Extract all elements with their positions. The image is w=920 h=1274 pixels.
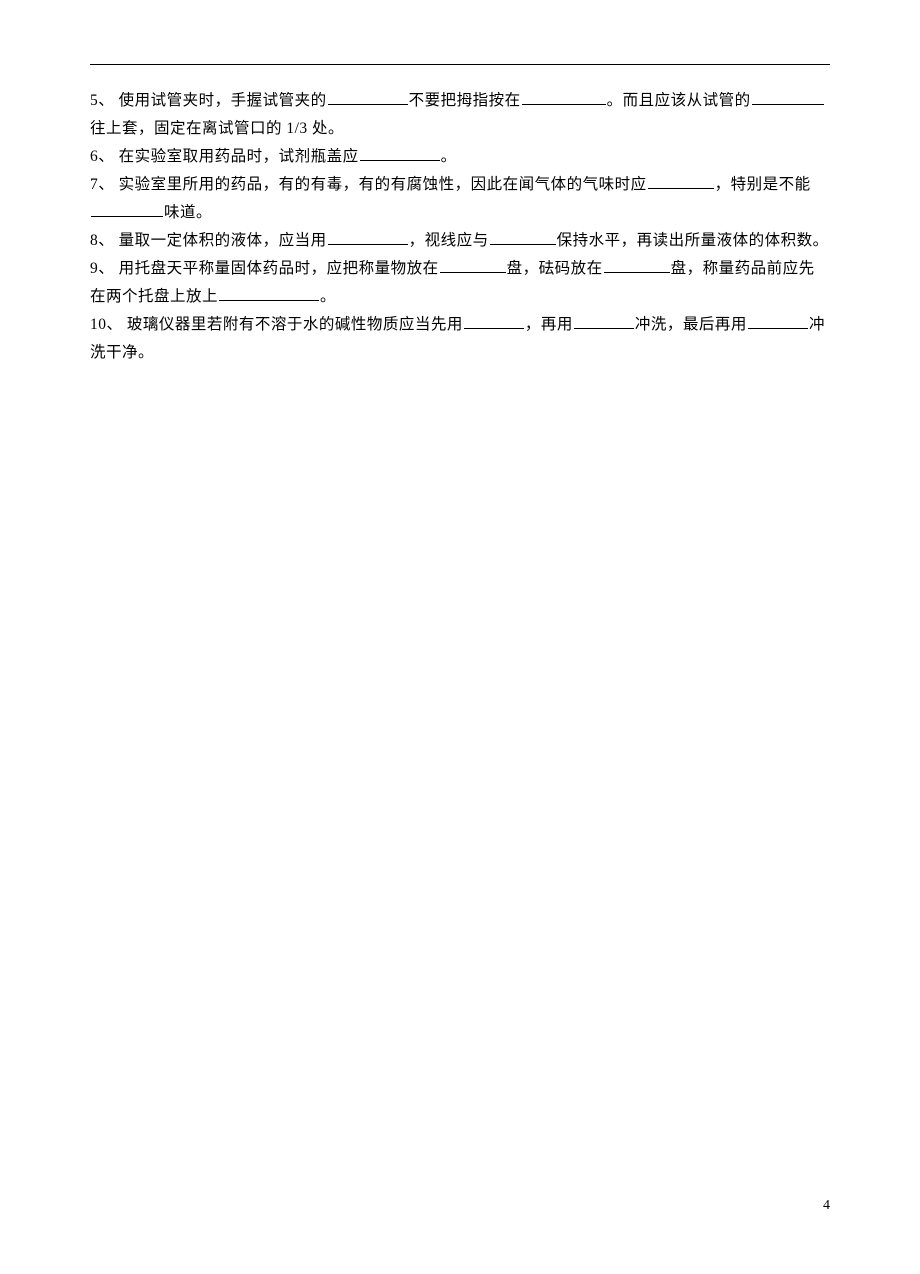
q8-blank1 — [328, 227, 408, 245]
q7-num: 7、 — [90, 176, 114, 193]
q9-part1: 用托盘天平称量固体药品时，应把称量物放在 — [114, 260, 438, 277]
q7-part1: 实验室里所用的药品，有的有毒，有的有腐蚀性，因此在闻气体的气味时应 — [114, 176, 646, 193]
q9-blank2 — [604, 255, 670, 273]
q7-blank2 — [91, 199, 163, 217]
q5-part1: 使用试管夹时，手握试管夹的 — [114, 92, 326, 109]
q10-num: 10、 — [90, 316, 123, 333]
q5-blank1 — [328, 87, 408, 105]
page-number: 4 — [823, 1198, 830, 1214]
q6-num: 6、 — [90, 148, 114, 165]
q8-num: 8、 — [90, 232, 114, 249]
q10-part2: ，再用 — [525, 316, 573, 333]
q7-part3: 味道。 — [164, 204, 212, 221]
q5-blank3 — [752, 87, 824, 105]
q8-blank2 — [490, 227, 556, 245]
q10-blank1 — [464, 311, 524, 329]
q8-part2: ，视线应与 — [409, 232, 489, 249]
q9-num: 9、 — [90, 260, 114, 277]
q10-part3: 冲洗，最后再用 — [635, 316, 747, 333]
q6-blank1 — [360, 143, 440, 161]
q8-part1: 量取一定体积的液体，应当用 — [114, 232, 326, 249]
q7-part2: ，特别是不能 — [715, 176, 811, 193]
q10-blank3 — [748, 311, 808, 329]
question-8: 8、 量取一定体积的液体，应当用 ，视线应与 保持水平，再读出所量液体的体积数。 — [90, 227, 830, 255]
q10-part1: 玻璃仪器里若附有不溶于水的碱性物质应当先用 — [123, 316, 463, 333]
question-7: 7、 实验室里所用的药品，有的有毒，有的有腐蚀性，因此在闻气体的气味时应 ，特别是… — [90, 171, 830, 227]
q5-part3: 。而且应该从试管的 — [607, 92, 751, 109]
page-container: 5、 使用试管夹时，手握试管夹的 不要把拇指按在 。而且应该从试管的往上套，固定在离… — [0, 0, 920, 417]
q9-part4: 。 — [320, 288, 336, 305]
question-5: 5、 使用试管夹时，手握试管夹的 不要把拇指按在 。而且应该从试管的往上套，固定在离… — [90, 87, 830, 143]
q5-blank2 — [522, 87, 606, 105]
q6-part1: 在实验室取用药品时，试剂瓶盖应 — [114, 148, 358, 165]
q5-part2: 不要把拇指按在 — [409, 92, 521, 109]
question-10: 10、 玻璃仪器里若附有不溶于水的碱性物质应当先用，再用冲洗，最后再用冲洗干净。 — [90, 311, 830, 367]
question-6: 6、 在实验室取用药品时，试剂瓶盖应 。 — [90, 143, 830, 171]
q9-blank3 — [219, 283, 319, 301]
q5-part4: 往上套，固定在离试管口的 1/3 处。 — [90, 120, 344, 137]
q5-num: 5、 — [90, 92, 114, 109]
question-9: 9、 用托盘天平称量固体药品时，应把称量物放在盘，砝码放在盘，称量药品前应先在两… — [90, 255, 830, 311]
q9-blank1 — [440, 255, 506, 273]
top-rule — [90, 64, 830, 65]
q8-part3: 保持水平，再读出所量液体的体积数。 — [557, 232, 829, 249]
q7-blank1 — [648, 171, 714, 189]
q6-part2: 。 — [441, 148, 457, 165]
q9-part2: 盘，砝码放在 — [507, 260, 603, 277]
q10-blank2 — [574, 311, 634, 329]
